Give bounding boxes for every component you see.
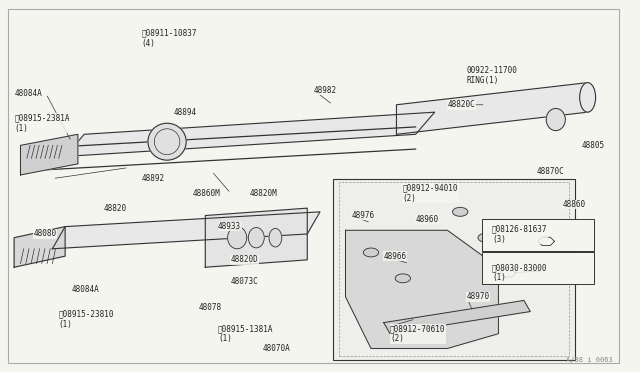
Text: Ⓝ08912-94010
(2): Ⓝ08912-94010 (2): [403, 184, 458, 203]
Text: 48860M: 48860M: [193, 189, 220, 198]
Text: Ⓝ08911-10837
(4): Ⓝ08911-10837 (4): [141, 29, 197, 48]
Text: Ⓦ08915-23810
(1): Ⓦ08915-23810 (1): [59, 309, 114, 328]
Circle shape: [364, 248, 379, 257]
Text: 48960: 48960: [415, 215, 438, 224]
Text: 48078: 48078: [199, 303, 222, 312]
FancyBboxPatch shape: [483, 253, 594, 284]
Text: 48820D: 48820D: [231, 255, 259, 264]
Polygon shape: [396, 83, 588, 134]
Ellipse shape: [148, 123, 186, 160]
Text: 48820: 48820: [103, 203, 127, 213]
Text: 48970: 48970: [467, 292, 490, 301]
Text: Ⓑ08030-83000
(1): Ⓑ08030-83000 (1): [492, 263, 548, 282]
Text: 48070A: 48070A: [262, 344, 291, 353]
Text: 48820C: 48820C: [447, 100, 475, 109]
Ellipse shape: [228, 227, 246, 249]
FancyBboxPatch shape: [333, 179, 575, 359]
Text: 48080: 48080: [33, 230, 56, 238]
Text: 00922-11700
RING(1): 00922-11700 RING(1): [467, 65, 517, 85]
Text: 48966: 48966: [384, 251, 407, 261]
Text: Ⓑ08126-81637
(3): Ⓑ08126-81637 (3): [492, 224, 548, 244]
Text: 48894: 48894: [173, 108, 196, 117]
Text: 48870C: 48870C: [537, 167, 564, 176]
Text: 48084A: 48084A: [14, 89, 42, 98]
Polygon shape: [52, 212, 320, 249]
Text: 48073C: 48073C: [231, 278, 259, 286]
Ellipse shape: [580, 83, 596, 112]
Circle shape: [478, 233, 493, 242]
Text: Ⓦ08915-1381A
(1): Ⓦ08915-1381A (1): [218, 324, 273, 343]
Ellipse shape: [248, 228, 264, 248]
Ellipse shape: [269, 228, 282, 247]
Polygon shape: [65, 112, 435, 157]
Text: Ⓝ08912-70610
(2): Ⓝ08912-70610 (2): [390, 324, 445, 343]
FancyBboxPatch shape: [8, 9, 620, 363]
Text: 48805: 48805: [581, 141, 604, 150]
Circle shape: [395, 274, 410, 283]
Text: Ⓦ08915-2381A
(1): Ⓦ08915-2381A (1): [14, 113, 70, 133]
Text: 48820M: 48820M: [250, 189, 278, 198]
Ellipse shape: [546, 109, 565, 131]
Text: 48982: 48982: [314, 86, 337, 94]
Text: 48933: 48933: [218, 222, 241, 231]
Text: A/88 i 0063: A/88 i 0063: [566, 357, 613, 363]
Circle shape: [452, 208, 468, 216]
FancyBboxPatch shape: [483, 219, 594, 251]
Polygon shape: [205, 208, 307, 267]
Text: 48892: 48892: [141, 174, 164, 183]
Text: 48084A: 48084A: [72, 285, 99, 294]
Text: 48976: 48976: [352, 211, 375, 220]
Polygon shape: [14, 227, 65, 267]
Polygon shape: [538, 237, 554, 246]
Polygon shape: [384, 301, 531, 334]
Polygon shape: [346, 230, 499, 349]
Text: 48860: 48860: [562, 200, 585, 209]
Polygon shape: [20, 134, 78, 175]
Polygon shape: [500, 269, 516, 277]
